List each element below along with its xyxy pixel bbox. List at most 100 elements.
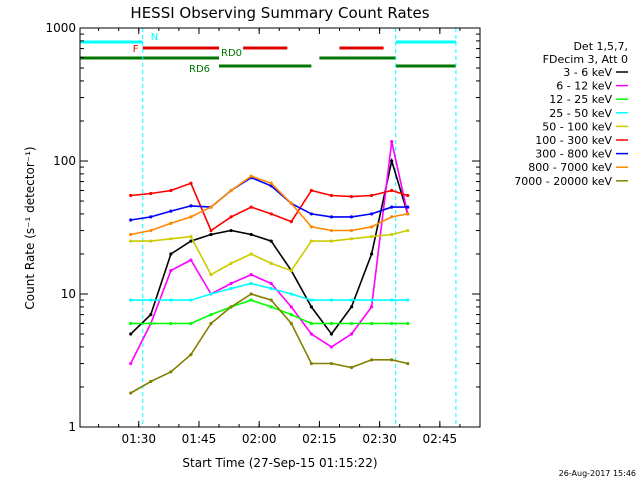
timestamp: 26-Aug-2017 15:46: [559, 469, 636, 478]
x-tick-label: 02:15: [302, 432, 337, 446]
data-point: [249, 292, 253, 296]
legend-entry-label: 12 - 25 keV: [549, 93, 612, 106]
data-point: [349, 228, 354, 233]
data-point: [349, 321, 354, 326]
data-point: [129, 332, 133, 336]
data-point: [390, 321, 394, 326]
data-point: [209, 321, 213, 326]
data-point: [390, 298, 394, 302]
data-point: [309, 225, 313, 229]
data-point: [249, 272, 253, 277]
data-point: [406, 205, 410, 209]
flag-label-rd0: RD0: [221, 48, 242, 59]
data-point: [129, 232, 133, 237]
y-axis-label: Count Rate (s⁻¹ detector⁻¹): [23, 146, 37, 309]
plot-frame: [79, 27, 481, 428]
data-point: [249, 252, 253, 256]
data-point: [349, 215, 354, 219]
data-point: [209, 313, 213, 317]
data-point: [349, 237, 354, 241]
data-point: [189, 353, 193, 357]
data-point: [390, 205, 394, 209]
data-point: [309, 361, 313, 366]
data-point: [209, 228, 213, 233]
data-point: [129, 391, 133, 395]
flag-label-n: N: [151, 32, 158, 43]
data-point: [169, 268, 173, 273]
data-point: [229, 286, 233, 291]
data-point: [329, 193, 334, 198]
data-point: [370, 252, 374, 256]
data-point: [149, 321, 153, 326]
data-point: [309, 305, 313, 309]
data-point: [189, 321, 193, 326]
data-point: [289, 268, 293, 273]
data-point: [349, 365, 354, 370]
data-point: [309, 188, 313, 193]
data-point: [269, 281, 273, 286]
data-point: [289, 292, 293, 296]
data-point: [149, 239, 153, 243]
data-point: [189, 204, 193, 208]
data-point: [229, 188, 233, 193]
data-point: [189, 258, 193, 262]
data-point: [349, 298, 354, 302]
data-point: [329, 321, 334, 326]
y-tick-label: 1: [68, 420, 76, 434]
x-tick-label: 01:45: [182, 432, 217, 446]
data-point: [406, 298, 410, 302]
x-tick-label: 01:30: [121, 432, 156, 446]
data-point: [269, 298, 273, 302]
data-point: [269, 286, 273, 291]
data-point: [129, 321, 133, 326]
data-point: [169, 221, 173, 225]
x-tick-label: 02:45: [423, 432, 458, 446]
data-point: [329, 361, 334, 366]
flag-label-rd6: RD6: [189, 64, 210, 75]
data-point: [169, 252, 173, 256]
data-point: [149, 298, 153, 302]
data-point: [309, 332, 313, 336]
legend-entry-label: 7000 - 20000 keV: [514, 175, 612, 188]
data-point: [349, 332, 354, 336]
data-point: [169, 188, 173, 193]
data-point: [129, 361, 133, 366]
legend-header: FDecim 3, Att 0: [543, 53, 628, 66]
chart-title: HESSI Observing Summary Count Rates: [130, 4, 429, 22]
data-point: [406, 228, 410, 233]
data-point: [370, 305, 374, 309]
data-point: [209, 232, 213, 237]
legend-entry-label: 300 - 800 keV: [535, 148, 612, 161]
data-point: [289, 201, 293, 205]
x-tick-label: 02:00: [242, 432, 277, 446]
flag-label-f: F: [133, 44, 139, 55]
data-point: [349, 305, 354, 309]
data-point: [390, 159, 394, 163]
legend-entry-label: 800 - 7000 keV: [528, 161, 612, 174]
data-point: [149, 379, 153, 384]
y-tick-label: 1000: [45, 21, 76, 35]
data-point: [269, 261, 273, 265]
data-point: [349, 194, 354, 199]
data-point: [329, 215, 334, 219]
data-point: [229, 305, 233, 309]
data-point: [209, 205, 213, 209]
data-point: [289, 321, 293, 326]
data-point: [189, 215, 193, 219]
data-point: [329, 332, 334, 336]
data-point: [129, 298, 133, 302]
data-point: [269, 181, 273, 185]
data-point: [390, 139, 394, 144]
data-point: [189, 298, 193, 302]
data-point: [249, 232, 253, 237]
data-point: [169, 321, 173, 326]
data-point: [129, 239, 133, 243]
legend-entry-label: 25 - 50 keV: [549, 107, 612, 120]
data-point: [269, 239, 273, 243]
legend-entry-label: 6 - 12 keV: [556, 80, 612, 93]
data-point: [249, 174, 253, 178]
data-point: [229, 261, 233, 265]
data-point: [390, 232, 394, 237]
data-point: [189, 181, 193, 185]
data-point: [406, 193, 410, 198]
